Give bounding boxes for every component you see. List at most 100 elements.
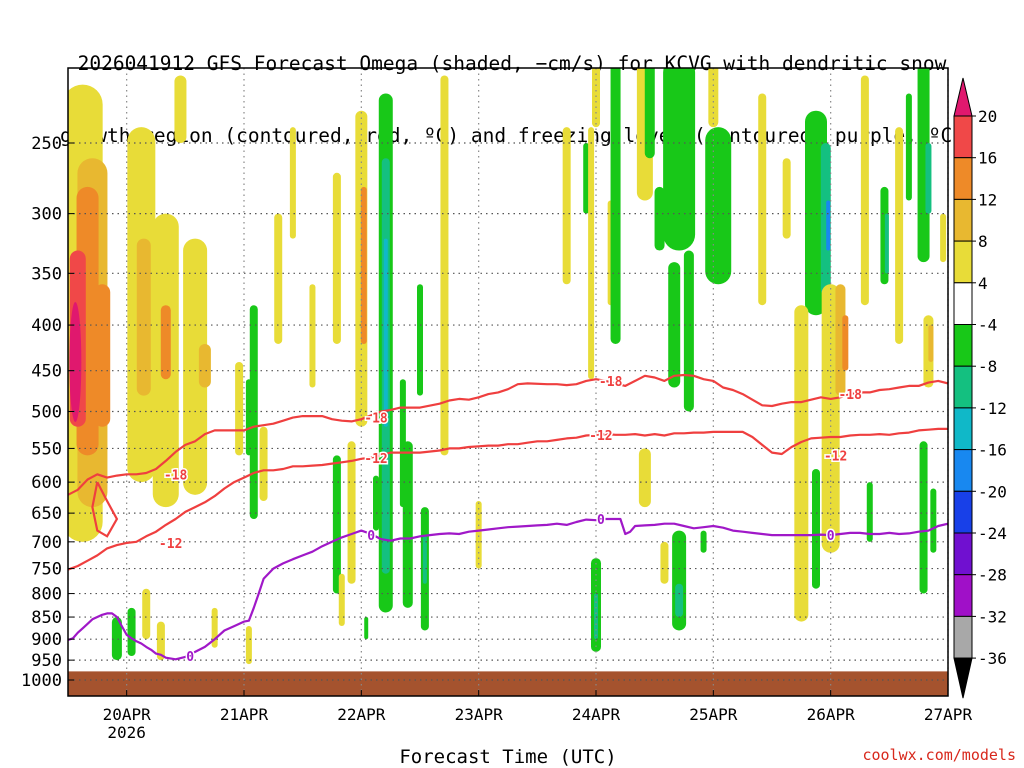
omega-strip — [610, 68, 621, 344]
omega-strip — [758, 93, 767, 306]
omega-strip — [928, 325, 934, 362]
x-tick-label: 24APR — [572, 705, 621, 724]
y-tick-label: 300 — [31, 205, 62, 225]
y-tick-label: 450 — [31, 362, 62, 382]
colorbar-swatch — [953, 198, 973, 242]
colorbar-label: -16 — [978, 441, 1007, 460]
omega-region-magenta — [69, 301, 82, 422]
omega-strip — [905, 93, 912, 201]
contour-label: -12 — [589, 429, 612, 444]
omega-strip — [347, 441, 356, 584]
omega-strip — [475, 501, 482, 569]
omega-strip — [925, 143, 932, 214]
colorbar-swatch — [953, 449, 973, 492]
contour-label: 0 — [367, 529, 375, 544]
x-tick-label: 20APR — [103, 705, 152, 724]
y-tick-label: 1000 — [21, 671, 62, 691]
omega-strip — [156, 621, 165, 661]
colorbar: 20 16 12 8 4 -4 -8 -12 -16 -20 -24 -28 -32 -36 — [953, 77, 1007, 699]
omega-strip — [562, 127, 571, 285]
colorbar-swatch — [953, 407, 973, 451]
colorbar-label: -24 — [978, 524, 1007, 543]
omega-strip — [274, 213, 283, 344]
x-tick-label: 25APR — [689, 705, 738, 724]
contour-line — [68, 517, 948, 661]
colorbar-label: -28 — [978, 566, 1007, 585]
omega-strip — [594, 593, 598, 640]
omega-strip — [249, 305, 258, 520]
contour-label: 0 — [827, 529, 835, 544]
y-tick-label: 950 — [31, 651, 62, 671]
omega-strip — [417, 284, 423, 396]
colorbar-label: -36 — [978, 649, 1007, 668]
terrain-surface — [68, 671, 948, 696]
omega-strip — [820, 143, 831, 295]
contour-label: -12 — [159, 537, 182, 552]
omega-strip — [94, 284, 111, 427]
omega-strip — [127, 607, 136, 657]
colorbar-swatch — [953, 115, 973, 159]
plot-frame — [67, 67, 949, 697]
omega-region-cyan — [383, 238, 388, 427]
contour-labels: -18 -12 0 -18 -12 0 -18 -12 0 -18 -12 0 — [157, 373, 863, 666]
omega-strip — [245, 626, 252, 665]
omega-strip — [866, 482, 873, 542]
omega-strip — [884, 213, 889, 274]
contour-label: -18 — [599, 375, 623, 390]
x-tick-label: 23APR — [455, 705, 504, 724]
colorbar-swatch — [953, 324, 973, 367]
contour-label: -18 — [364, 412, 388, 427]
x-tick-sublabel: 2026 — [107, 723, 146, 742]
omega-strip — [174, 75, 187, 143]
colorbar-arrow-top — [953, 77, 973, 117]
omega-strip — [583, 143, 590, 214]
colorbar-label: -12 — [978, 399, 1007, 418]
colorbar-label: 16 — [978, 149, 997, 168]
omega-strip — [373, 475, 379, 531]
omega-strip — [675, 583, 684, 618]
omega-strip — [930, 488, 937, 553]
colorbar-label: -4 — [978, 316, 997, 335]
omega-strip — [183, 238, 208, 495]
y-tick-label: 550 — [31, 439, 62, 459]
omega-strip — [332, 172, 341, 344]
omega-strip — [259, 426, 268, 502]
y-tick-label: 500 — [31, 403, 62, 423]
omega-strip — [919, 441, 928, 594]
omega-strip — [663, 68, 696, 251]
colorbar-label: -32 — [978, 607, 1007, 626]
y-tick-label: 900 — [31, 630, 62, 650]
grid-lines — [68, 68, 949, 696]
colorbar-swatch — [953, 157, 973, 200]
colorbar-swatch — [953, 615, 973, 659]
omega-strip — [794, 305, 809, 622]
colorbar-label: -20 — [978, 482, 1007, 501]
colorbar-label: 8 — [978, 232, 988, 251]
omega-strip — [940, 213, 947, 263]
contour-label: -18 — [164, 468, 188, 483]
x-tick-label: 26APR — [807, 705, 856, 724]
contour-line — [68, 427, 948, 571]
colorbar-swatch — [953, 490, 973, 534]
contour-line — [68, 373, 948, 496]
contour-label: -12 — [364, 452, 387, 467]
omega-strip — [198, 343, 211, 388]
x-axis-label: Forecast Time (UTC) — [399, 746, 616, 768]
y-tick-label: 650 — [31, 504, 62, 524]
omega-strip — [821, 284, 840, 553]
y-axis: 2503003504004505005506006507007508008509… — [21, 134, 74, 691]
y-tick-label: 400 — [31, 316, 62, 336]
colorbar-swatch — [953, 240, 973, 284]
omega-strip — [289, 127, 296, 239]
y-tick-label: 850 — [31, 608, 62, 628]
contour-line — [91, 481, 119, 538]
colorbar-label: -8 — [978, 357, 997, 376]
contour-layer — [68, 373, 948, 661]
omega-strip — [708, 68, 719, 128]
omega-region-green — [111, 617, 122, 661]
colorbar-arrow-bottom — [953, 657, 973, 699]
y-tick-label: 800 — [31, 585, 62, 605]
colorbar-swatch — [953, 365, 973, 409]
y-tick-label: 250 — [31, 134, 62, 154]
